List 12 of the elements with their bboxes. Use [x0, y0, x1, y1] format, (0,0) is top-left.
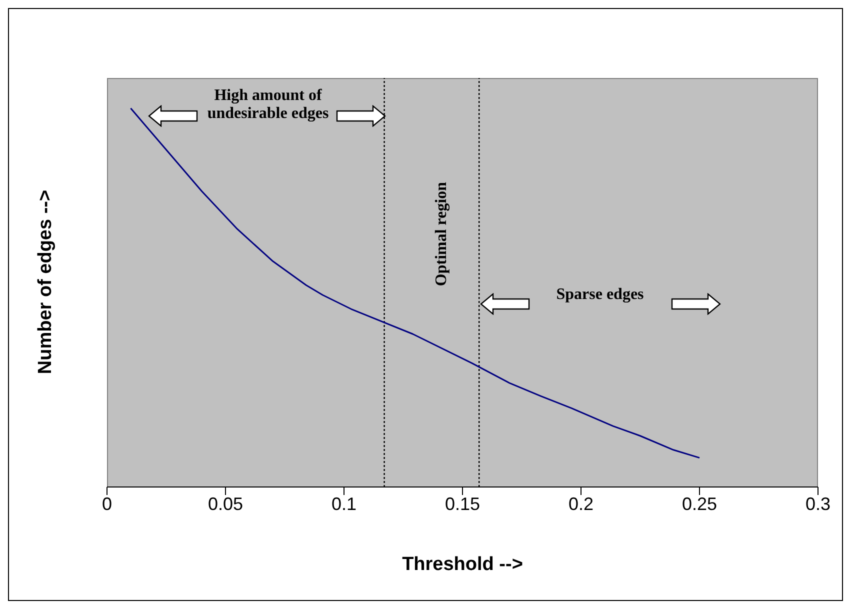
annotation: High amount of undesirable edges	[206, 87, 330, 123]
annotation: Optimal region	[433, 180, 451, 288]
x-tick-label: 0.25	[682, 494, 718, 514]
x-tick-label: 0	[102, 494, 112, 514]
x-tick-label: 0.2	[568, 494, 594, 514]
x-tick-label: 0.15	[444, 494, 480, 514]
x-tick-label: 0.1	[331, 494, 357, 514]
x-tick-label: 0.05	[208, 494, 244, 514]
x-axis-title: Threshold -->	[401, 554, 524, 576]
x-tick-label: 0.3	[805, 494, 831, 514]
y-axis-title: Number of edges -->	[35, 188, 57, 376]
annotation: Sparse edges	[555, 286, 645, 304]
